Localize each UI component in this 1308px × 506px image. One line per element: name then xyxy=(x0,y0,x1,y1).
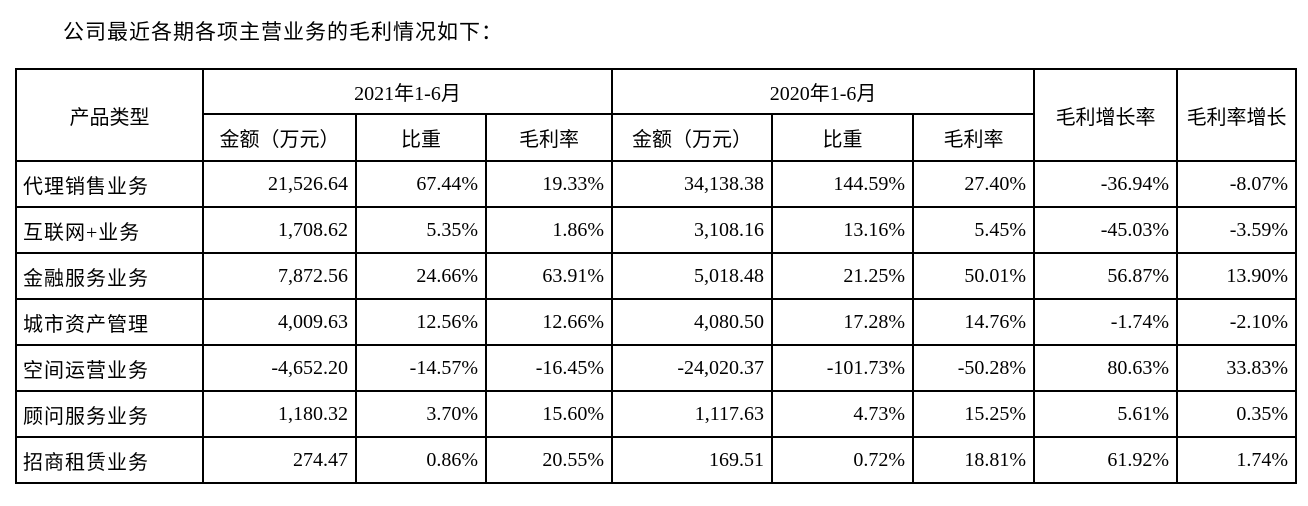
profit-growth-cell: -1.74% xyxy=(1033,298,1179,346)
table-row: 空间运营业务 -4,652.20 -14.57% -16.45% -24,020.37-… xyxy=(15,344,1298,392)
table-row: 金融服务业务 7,872.56 24.66% 63.91% 5,018.48 21.25%… xyxy=(15,252,1298,300)
header-weight-2020: 比重 xyxy=(771,113,915,162)
table-row: 招商租赁业务 274.47 0.86% 20.55% 169.51 0.72% 18.81%… xyxy=(15,436,1298,484)
product-cell: 互联网+业务 xyxy=(15,206,204,254)
weight-2020-cell: 13.16% xyxy=(771,206,915,254)
product-cell: 招商租赁业务 xyxy=(15,436,204,484)
margin-2021-cell: 12.66% xyxy=(484,298,614,346)
weight-2021-cell: 67.44% xyxy=(355,160,487,208)
header-row-2: 金额（万元） 比重 毛利率 金额（万元） 比重 毛利率 xyxy=(16,113,1296,162)
weight-2020-cell: 0.72% xyxy=(771,436,915,484)
margin-2020-cell: 18.81% xyxy=(912,436,1036,484)
margin-growth-cell: 13.90% xyxy=(1176,252,1298,300)
section-intro-text: 公司最近各期各项主营业务的毛利情况如下： xyxy=(63,20,503,44)
weight-2021-cell: 3.70% xyxy=(355,390,487,438)
header-margin-2020: 毛利率 xyxy=(912,113,1036,162)
table-row: 城市资产管理 4,009.63 12.56% 12.66% 4,080.50 17.28%… xyxy=(15,298,1298,346)
product-cell: 金融服务业务 xyxy=(15,252,204,300)
product-cell: 城市资产管理 xyxy=(15,298,204,346)
header-row-1: 产品类型 2021年1-6月 2020年1-6月 毛利增长率 毛利率增长 xyxy=(15,68,1298,162)
header-weight-2021: 比重 xyxy=(355,113,487,162)
margin-growth-cell: 0.35% xyxy=(1176,390,1298,438)
amount-2020-cell: 1,117.63 xyxy=(611,390,774,438)
profit-growth-cell: 61.92% xyxy=(1033,436,1179,484)
profit-growth-cell: -36.94% xyxy=(1033,160,1179,208)
margin-2021-cell: 19.33% xyxy=(484,160,614,208)
profit-growth-cell: 80.63% xyxy=(1033,344,1179,392)
amount-2020-cell: -24,020.37 xyxy=(611,344,774,392)
margin-2020-cell: -50.28% xyxy=(912,344,1036,392)
table-row: 代理销售业务 21,526.64 67.44% 19.33% 34,138.38 144.… xyxy=(15,160,1298,208)
header-period-2021: 2021年1-6月 xyxy=(201,68,614,115)
table-row: 顾问服务业务 1,180.32 3.70% 15.60% 1,117.63 4.73% 15… xyxy=(15,390,1298,438)
header-gross-margin-growth: 毛利率增长 xyxy=(1176,68,1298,162)
header-amount-2021: 金额（万元） xyxy=(202,113,357,162)
table-header: 产品类型 2021年1-6月 2020年1-6月 毛利增长率 毛利率增长 金额（… xyxy=(15,68,1298,162)
amount-2020-cell: 4,080.50 xyxy=(611,298,774,346)
amount-2020-cell: 5,018.48 xyxy=(611,252,774,300)
profit-growth-cell: -45.03% xyxy=(1033,206,1179,254)
product-cell: 顾问服务业务 xyxy=(15,390,204,438)
margin-2021-cell: 63.91% xyxy=(484,252,614,300)
margin-growth-cell: 33.83% xyxy=(1176,344,1298,392)
weight-2021-cell: 12.56% xyxy=(355,298,487,346)
header-product-type: 产品类型 xyxy=(15,68,204,162)
amount-2020-cell: 34,138.38 xyxy=(611,160,774,208)
table-row: 互联网+业务 1,708.62 5.35% 1.86% 3,108.16 13.16% 5.… xyxy=(15,206,1298,254)
margin-2021-cell: 1.86% xyxy=(484,206,614,254)
header-period-2020: 2020年1-6月 xyxy=(611,68,1036,115)
weight-2020-cell: 144.59% xyxy=(771,160,915,208)
amount-2021-cell: 1,708.62 xyxy=(202,206,357,254)
margin-2020-cell: 50.01% xyxy=(912,252,1036,300)
margin-2021-cell: -16.45% xyxy=(484,344,614,392)
weight-2020-cell: 4.73% xyxy=(771,390,915,438)
amount-2021-cell: -4,652.20 xyxy=(202,344,357,392)
table-body: 代理销售业务 21,526.64 67.44% 19.33% 34,138.38 144.… xyxy=(15,160,1298,484)
amount-2021-cell: 1,180.32 xyxy=(202,390,357,438)
header-margin-2021: 毛利率 xyxy=(484,113,614,162)
profit-growth-cell: 5.61% xyxy=(1033,390,1179,438)
weight-2021-cell: 5.35% xyxy=(355,206,487,254)
amount-2021-cell: 7,872.56 xyxy=(202,252,357,300)
margin-growth-cell: -2.10% xyxy=(1176,298,1298,346)
profit-growth-cell: 56.87% xyxy=(1033,252,1179,300)
margin-2020-cell: 15.25% xyxy=(912,390,1036,438)
header-amount-2020: 金额（万元） xyxy=(611,113,774,162)
weight-2021-cell: 24.66% xyxy=(355,252,487,300)
margin-2020-cell: 5.45% xyxy=(912,206,1036,254)
amount-2021-cell: 21,526.64 xyxy=(202,160,357,208)
amount-2020-cell: 169.51 xyxy=(611,436,774,484)
margin-growth-cell: -3.59% xyxy=(1176,206,1298,254)
margin-2021-cell: 15.60% xyxy=(484,390,614,438)
product-cell: 空间运营业务 xyxy=(15,344,204,392)
amount-2021-cell: 274.47 xyxy=(202,436,357,484)
weight-2020-cell: -101.73% xyxy=(771,344,915,392)
gross-profit-table: 产品类型 2021年1-6月 2020年1-6月 毛利增长率 毛利率增长 金额（… xyxy=(15,68,1298,484)
weight-2020-cell: 21.25% xyxy=(771,252,915,300)
weight-2021-cell: 0.86% xyxy=(355,436,487,484)
weight-2020-cell: 17.28% xyxy=(771,298,915,346)
weight-2021-cell: -14.57% xyxy=(355,344,487,392)
margin-2020-cell: 14.76% xyxy=(912,298,1036,346)
margin-growth-cell: 1.74% xyxy=(1176,436,1298,484)
amount-2021-cell: 4,009.63 xyxy=(202,298,357,346)
margin-growth-cell: -8.07% xyxy=(1176,160,1298,208)
header-gross-profit-growth: 毛利增长率 xyxy=(1033,68,1179,162)
product-cell: 代理销售业务 xyxy=(15,160,204,208)
margin-2021-cell: 20.55% xyxy=(484,436,614,484)
margin-2020-cell: 27.40% xyxy=(912,160,1036,208)
amount-2020-cell: 3,108.16 xyxy=(611,206,774,254)
